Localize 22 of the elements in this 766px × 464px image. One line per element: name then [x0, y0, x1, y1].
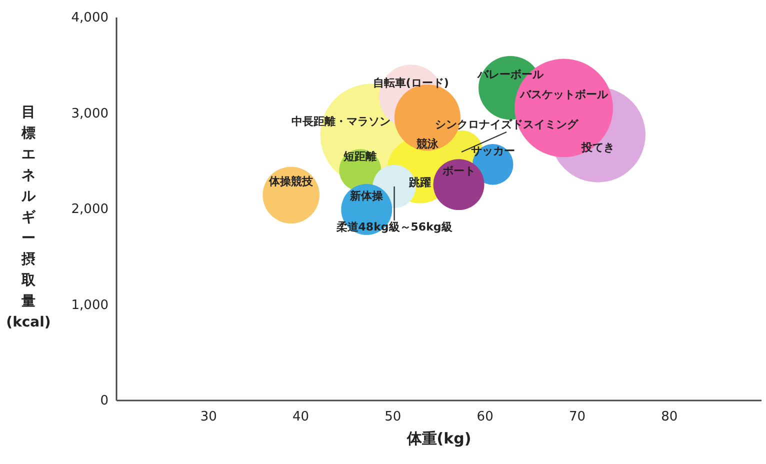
x-tick-label: 50 [384, 410, 402, 424]
series-label: バスケットボール [518, 88, 609, 101]
y-tick-label: 2,000 [71, 202, 108, 217]
x-tick-label: 80 [661, 410, 678, 424]
y-tick-label: 4,000 [71, 10, 108, 26]
y-tick-label: 0 [100, 394, 108, 408]
series-label: 自転車(ロード) [372, 76, 449, 90]
series-label: ボート [441, 164, 476, 178]
x-axis-title: 体重(kg) [406, 430, 472, 448]
y-tick-label: 3,000 [71, 106, 108, 122]
x-tick-label: 60 [476, 410, 494, 424]
x-tick-label: 40 [292, 410, 310, 424]
series-label: 新体操 [349, 189, 384, 202]
x-tick-label: 70 [568, 410, 586, 424]
series-label: 競泳 [415, 138, 440, 151]
text: 目標エネルギー摂取量(kcal) [6, 104, 51, 330]
series-label: 中長距離・マラソン [292, 114, 391, 128]
y-tick-label: 1,000 [71, 298, 108, 313]
series-label: 投てき [580, 140, 614, 154]
series-label: 体操競技 [268, 175, 314, 188]
series-label: 短距離 [342, 150, 377, 164]
x-tick-label: 30 [200, 410, 217, 424]
